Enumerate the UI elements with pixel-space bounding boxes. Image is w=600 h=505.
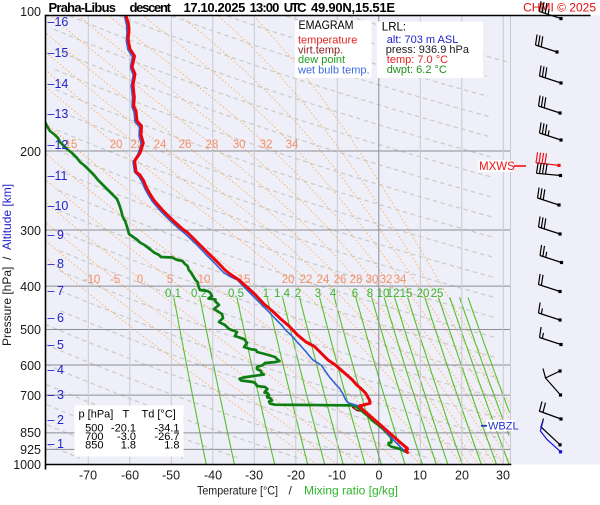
svg-text:20: 20 — [282, 274, 295, 286]
svg-text:-60: -60 — [121, 469, 139, 483]
svg-text:MXWS: MXWS — [479, 161, 515, 173]
svg-text:300: 300 — [20, 224, 41, 238]
svg-text:24: 24 — [317, 274, 330, 286]
svg-text:– 1: – 1 — [48, 437, 64, 451]
svg-text:34: 34 — [286, 139, 299, 151]
svg-text:20: 20 — [110, 139, 123, 151]
svg-text:-10: -10 — [328, 469, 346, 483]
svg-text:20: 20 — [455, 469, 469, 483]
svg-text:p [hPa] T Td [°C]: p [hPa] T Td [°C] — [79, 409, 176, 421]
svg-text:0.5: 0.5 — [228, 288, 244, 300]
svg-text:0: 0 — [137, 274, 143, 286]
svg-text:34: 34 — [394, 274, 407, 286]
svg-text:CHMI © 2025: CHMI © 2025 — [523, 1, 596, 15]
svg-text:4: 4 — [330, 288, 337, 300]
svg-text:30: 30 — [496, 469, 510, 483]
svg-text:26: 26 — [334, 274, 347, 286]
svg-text:15: 15 — [400, 288, 413, 300]
svg-text:2: 2 — [295, 288, 301, 300]
svg-text:10: 10 — [198, 274, 211, 286]
svg-text:-20: -20 — [287, 469, 305, 483]
svg-text:20: 20 — [417, 288, 430, 300]
svg-text:1000: 1000 — [13, 458, 41, 472]
svg-text:850: 850 — [85, 440, 103, 452]
svg-text:-70: -70 — [79, 469, 97, 483]
svg-text:28: 28 — [350, 274, 363, 286]
svg-text:–15: –15 — [48, 46, 69, 60]
svg-text:dwpt: 6.2 °C: dwpt: 6.2 °C — [387, 64, 447, 76]
svg-text:– 8: – 8 — [48, 257, 64, 271]
svg-text:26: 26 — [179, 139, 192, 151]
svg-text:5: 5 — [167, 274, 173, 286]
svg-text:– 2: – 2 — [48, 413, 64, 427]
svg-text:10: 10 — [413, 469, 427, 483]
svg-text:-30: -30 — [245, 469, 263, 483]
svg-text:–10: –10 — [48, 199, 69, 213]
svg-text:32: 32 — [260, 139, 273, 151]
svg-text:– 5: – 5 — [48, 338, 64, 352]
svg-text:Mixing ratio [g/kg]: Mixing ratio [g/kg] — [304, 484, 398, 498]
svg-text:-5: -5 — [110, 274, 120, 286]
svg-text:1.4: 1.4 — [274, 288, 291, 300]
svg-text:–16: –16 — [48, 15, 69, 29]
svg-text:100: 100 — [20, 5, 41, 19]
svg-text:24: 24 — [154, 139, 167, 151]
svg-text:925: 925 — [20, 443, 41, 457]
svg-text:wet bulb temp.: wet bulb temp. — [297, 65, 370, 77]
svg-text:30: 30 — [233, 139, 246, 151]
svg-text:1.8: 1.8 — [164, 440, 179, 452]
svg-text:– 7: – 7 — [48, 284, 64, 298]
svg-text:– 4: – 4 — [48, 363, 64, 377]
svg-text:–14: –14 — [48, 77, 69, 91]
svg-text:-40: -40 — [204, 469, 222, 483]
svg-text:0.1: 0.1 — [165, 288, 181, 300]
svg-text:EMAGRAM: EMAGRAM — [299, 20, 354, 32]
svg-text:22: 22 — [300, 274, 313, 286]
svg-text:Temperature [°C]: Temperature [°C] — [197, 484, 278, 498]
svg-text:32: 32 — [380, 274, 393, 286]
svg-text:– 9: – 9 — [48, 228, 64, 242]
svg-text:– 3: – 3 — [48, 388, 64, 402]
svg-text:12: 12 — [387, 288, 400, 300]
svg-text:200: 200 — [20, 145, 41, 159]
svg-text:–12: –12 — [48, 138, 69, 152]
svg-text:600: 600 — [20, 359, 41, 373]
svg-text:-10: -10 — [84, 274, 101, 286]
svg-text:850: 850 — [20, 426, 41, 440]
svg-text:6: 6 — [352, 288, 358, 300]
svg-text:25: 25 — [431, 288, 444, 300]
svg-text:Pressure [hPa] / Altitude [k: Pressure [hPa] / Altitude [km] — [0, 184, 14, 346]
svg-text:700: 700 — [20, 389, 41, 403]
svg-text:30: 30 — [366, 274, 379, 286]
svg-text:400: 400 — [20, 280, 41, 294]
svg-text:28: 28 — [206, 139, 219, 151]
svg-text:0: 0 — [376, 469, 383, 483]
svg-text:WBZL: WBZL — [488, 421, 519, 433]
svg-text:LRL:: LRL: — [382, 22, 406, 34]
svg-text:– 6: – 6 — [48, 311, 64, 325]
svg-text:–13: –13 — [48, 107, 69, 121]
svg-text:-50: -50 — [162, 469, 180, 483]
svg-text:8: 8 — [367, 288, 373, 300]
svg-text:–11: –11 — [48, 169, 68, 183]
svg-text:500: 500 — [20, 323, 41, 337]
svg-text:1: 1 — [263, 288, 269, 300]
svg-text:3: 3 — [315, 288, 321, 300]
svg-text:1.8: 1.8 — [121, 440, 136, 452]
